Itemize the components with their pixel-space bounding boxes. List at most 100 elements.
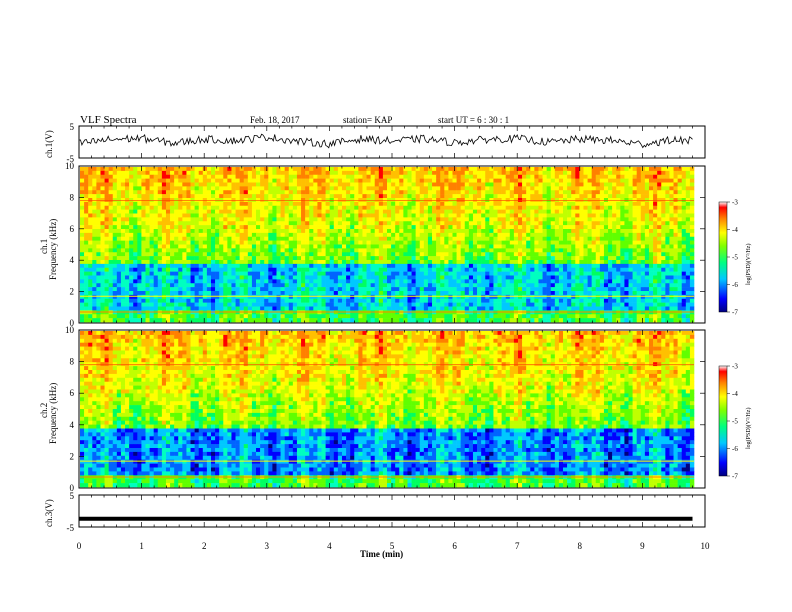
- spectrogram-cell: [321, 178, 326, 183]
- spectrogram-cell: [116, 201, 122, 207]
- spectrogram-cell: [509, 174, 515, 179]
- spectrogram-cell: [624, 275, 629, 280]
- spectrogram-cell: [170, 279, 175, 284]
- spectrogram-cell: [571, 244, 576, 249]
- spectrogram-cell: [84, 283, 89, 288]
- spectrogram-cell: [415, 170, 421, 176]
- spectrogram-cell: [272, 221, 277, 226]
- spectrogram-cell: [92, 287, 97, 292]
- spectrogram-cell: [182, 182, 187, 187]
- spectrogram-cell: [301, 194, 306, 199]
- spectrogram-cell: [472, 201, 478, 207]
- spectrogram-cell: [301, 229, 306, 234]
- spectrogram-cell: [329, 182, 335, 187]
- spectrogram-cell: [648, 260, 654, 265]
- spectrogram-cell: [677, 267, 683, 272]
- spectrogram-cell: [194, 240, 199, 245]
- spectrogram-cell: [399, 217, 404, 222]
- spectrogram-cell: [92, 209, 97, 214]
- spectrogram-cell: [419, 182, 425, 187]
- spectrogram-cell: [296, 225, 302, 230]
- spectrogram-cell: [186, 213, 191, 218]
- spectrogram-cell: [198, 260, 204, 265]
- spectrogram-cell: [341, 217, 347, 222]
- spectrogram-cell: [481, 256, 486, 261]
- spectrogram-cell: [554, 201, 560, 207]
- spectrogram-cell: [657, 244, 662, 249]
- spectrogram-cell: [608, 279, 613, 284]
- spectrogram-cell: [223, 221, 228, 226]
- spectrogram-cell: [288, 198, 294, 203]
- spectrogram-cell: [501, 252, 506, 257]
- spectrogram-cell: [399, 229, 404, 234]
- spectrogram-cell: [685, 283, 691, 288]
- spectrogram-cell: [161, 225, 167, 230]
- spectrogram-cell: [227, 217, 232, 222]
- spectrogram-cell: [583, 186, 588, 191]
- spectrogram-cell: [689, 213, 695, 218]
- spectrogram-cell: [215, 205, 220, 210]
- spectrogram-cell: [493, 174, 498, 179]
- spectrogram-cell: [194, 256, 199, 261]
- spectrogram-cell: [387, 291, 392, 296]
- spectrogram-cell: [620, 170, 625, 176]
- spectrogram-cell: [522, 287, 527, 292]
- spectrogram-cell: [325, 174, 330, 179]
- spectrogram-cell: [391, 225, 396, 230]
- spectrogram-cell: [202, 267, 208, 272]
- spectrogram-cell: [517, 205, 523, 210]
- spectrogram-cell: [591, 236, 597, 241]
- spectrogram-cell: [374, 244, 380, 249]
- spectrogram-cell: [153, 178, 159, 183]
- spectrogram-cell: [145, 174, 150, 179]
- spectrogram-cell: [624, 236, 629, 241]
- spectrogram-cell: [477, 170, 482, 176]
- spectrogram-cell: [346, 260, 351, 265]
- spectrogram-cell: [137, 232, 142, 238]
- spectrogram-cell: [370, 240, 376, 245]
- spectrogram-cell: [321, 182, 326, 187]
- spectrogram-cell: [648, 190, 654, 195]
- spectrogram-cell: [612, 287, 617, 292]
- spectrogram-cell: [104, 232, 109, 238]
- spectrogram-cell: [526, 194, 531, 199]
- spectrogram-cell: [88, 178, 93, 183]
- spectrogram-cell: [534, 205, 539, 210]
- spectrogram-cell: [550, 205, 556, 210]
- spectrogram-cell: [280, 283, 285, 288]
- spectrogram-cell: [215, 256, 220, 261]
- spectrogram-cell: [464, 236, 470, 241]
- spectrogram-cell: [472, 275, 478, 280]
- spectrogram-cell: [325, 209, 330, 214]
- spectrogram-cell: [657, 267, 662, 272]
- spectrogram-cell: [399, 213, 404, 218]
- spectrogram-cell: [689, 217, 695, 222]
- spectrogram-cell: [640, 182, 646, 187]
- spectrogram-cell: [215, 194, 220, 199]
- spectrogram-cell: [141, 240, 146, 245]
- spectrogram-cell: [612, 182, 617, 187]
- spectrogram-cell: [194, 221, 199, 226]
- spectrogram-cell: [125, 271, 130, 276]
- spectrogram-cell: [96, 167, 101, 172]
- spectrogram-cell: [378, 244, 384, 249]
- spectrogram-cell: [141, 167, 146, 172]
- spectrogram-cell: [329, 178, 335, 183]
- spectrogram-cell: [472, 256, 478, 261]
- spectrogram-cell: [391, 252, 396, 257]
- spectrogram-cell: [603, 194, 609, 199]
- spectrogram-cell: [288, 182, 294, 187]
- spectrogram-cell: [485, 205, 490, 210]
- spectrogram-cell: [534, 256, 539, 261]
- spectrogram-cell: [526, 244, 531, 249]
- spectrogram-cell: [575, 178, 580, 183]
- spectrogram-cell: [198, 225, 204, 230]
- spectrogram-cell: [251, 190, 257, 195]
- spectrogram-cell: [112, 283, 118, 288]
- spectrogram-cell: [227, 178, 232, 183]
- spectrogram-cell: [354, 291, 359, 296]
- spectrogram-cell: [108, 217, 114, 222]
- spectrogram-cell: [665, 221, 670, 226]
- spectrogram-cell: [112, 252, 118, 257]
- spectrogram-cell: [522, 283, 527, 288]
